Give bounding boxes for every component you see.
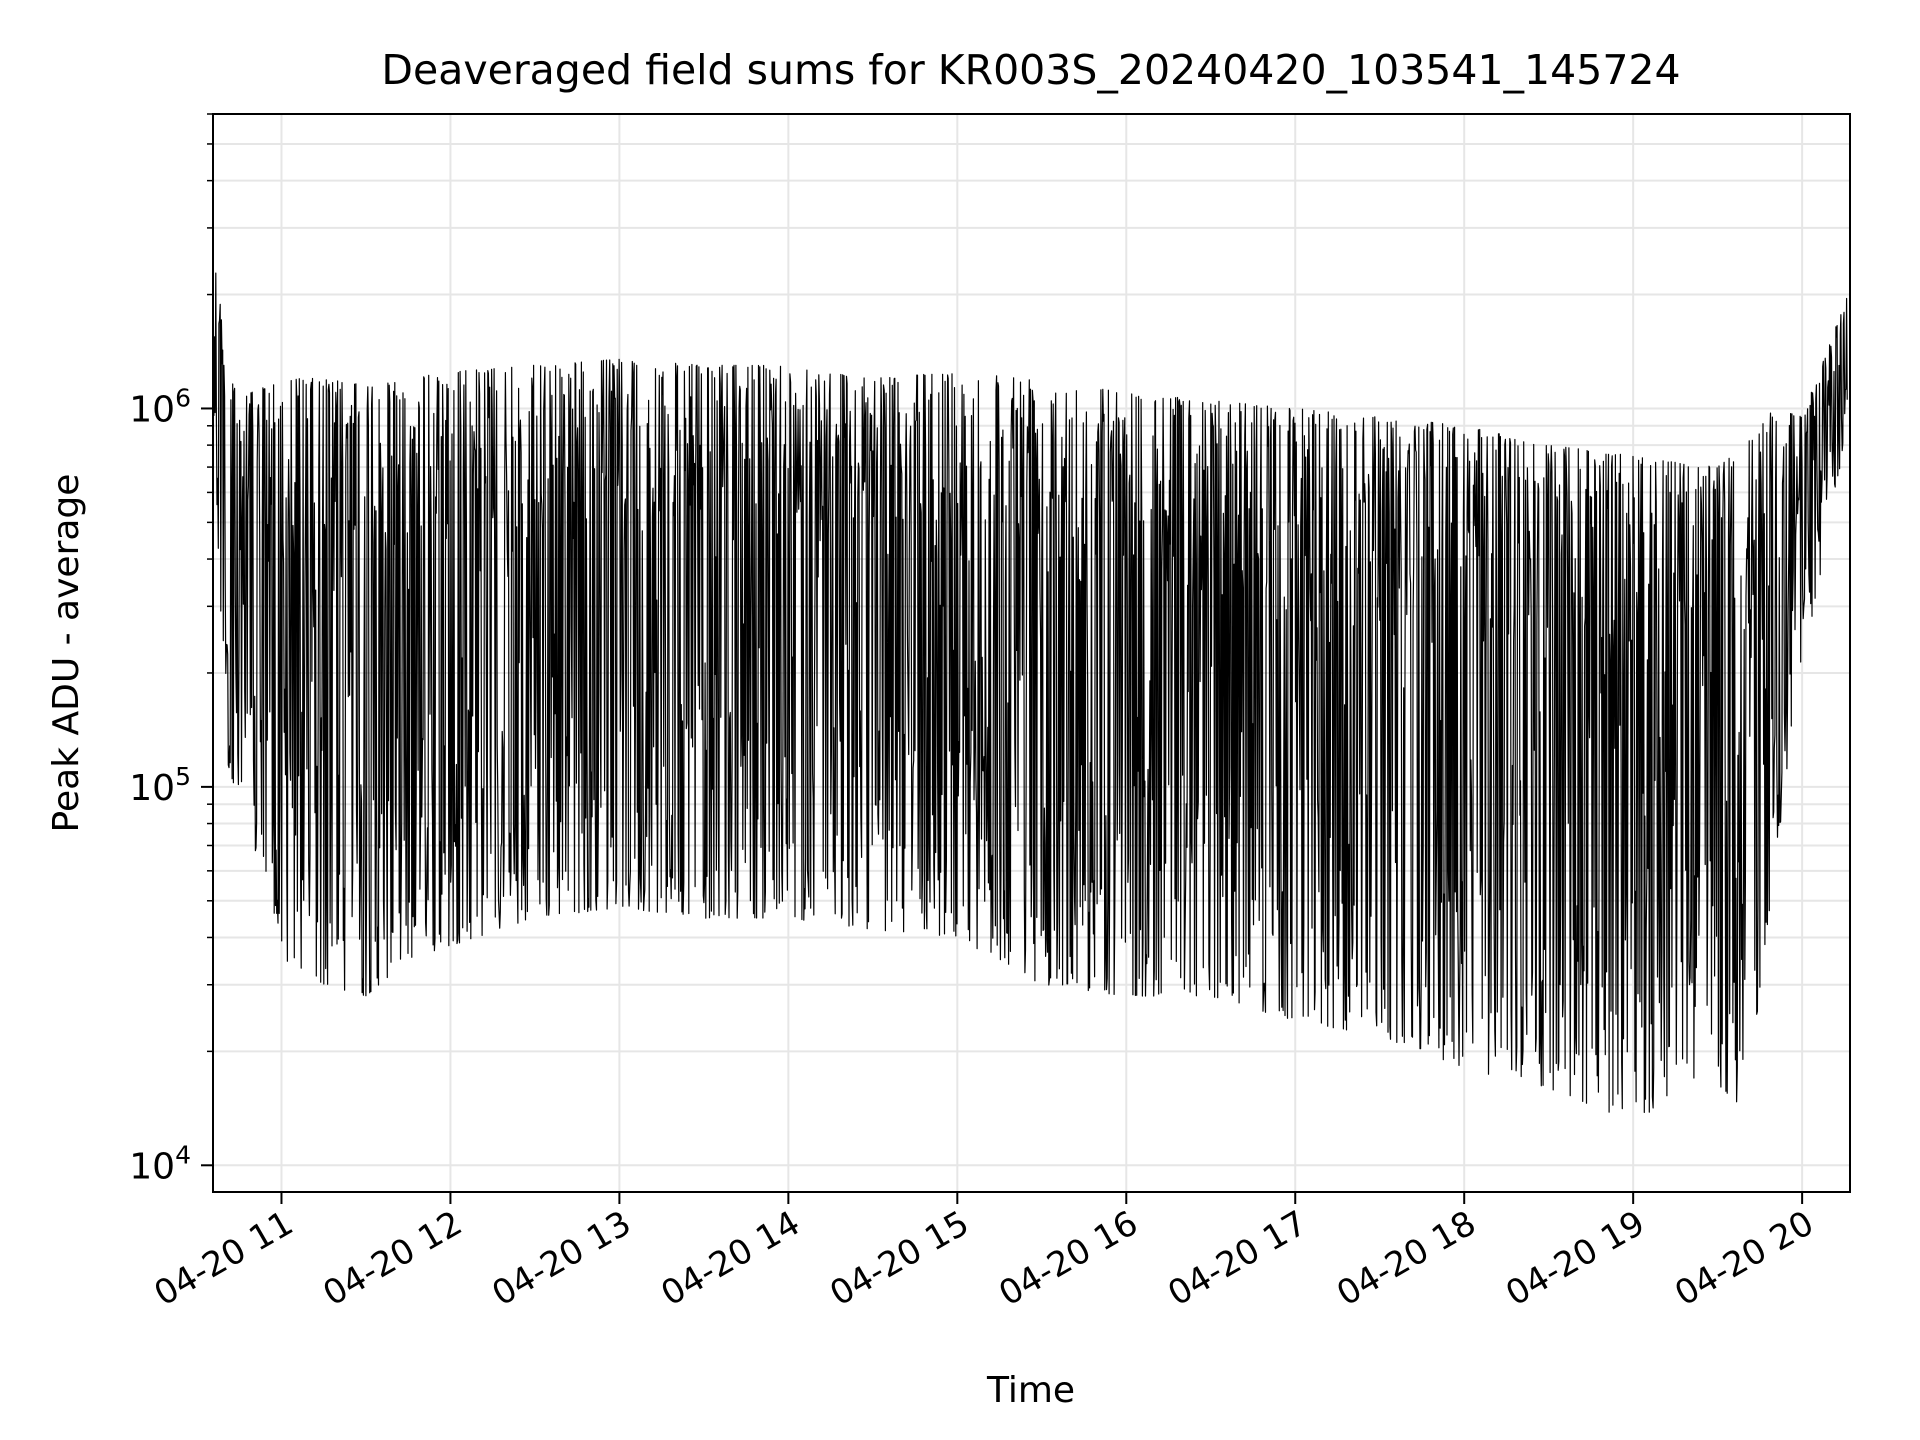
x-tick-label: 04-20 18 bbox=[1330, 1203, 1482, 1314]
y-tick-label: 105 bbox=[129, 762, 191, 809]
series-path bbox=[213, 272, 1848, 1113]
y-tick-base: 10 bbox=[129, 1146, 175, 1187]
chart-title: Deaveraged field sums for KR003S_2024042… bbox=[381, 46, 1680, 94]
x-tick-label: 04-20 19 bbox=[1499, 1203, 1651, 1314]
y-tick-label: 106 bbox=[129, 383, 191, 430]
y-tick-exponent: 5 bbox=[175, 762, 191, 791]
x-tick-label: 04-20 15 bbox=[823, 1203, 975, 1314]
x-tick-label: 04-20 17 bbox=[1161, 1203, 1313, 1314]
y-tick-label: 104 bbox=[129, 1140, 191, 1187]
x-axis: 04-20 11 04-20 12 04-20 13 04-20 14 04-20 15… bbox=[148, 1192, 1821, 1314]
y-axis-label: Peak ADU - average bbox=[46, 474, 87, 833]
x-tick-label: 04-20 16 bbox=[992, 1203, 1144, 1314]
x-tick-label: 04-20 13 bbox=[486, 1203, 638, 1314]
x-axis-label: Time bbox=[986, 1370, 1075, 1411]
y-tick-exponent: 6 bbox=[175, 383, 191, 412]
data-series-line bbox=[213, 272, 1848, 1113]
x-tick-label: 04-20 14 bbox=[654, 1203, 806, 1314]
x-tick-label: 04-20 20 bbox=[1668, 1203, 1820, 1314]
plot-frame bbox=[212, 113, 1851, 1193]
y-tick-base: 10 bbox=[129, 768, 175, 809]
y-tick-base: 10 bbox=[129, 389, 175, 430]
x-tick-label: 04-20 11 bbox=[148, 1203, 300, 1314]
y-tick-exponent: 4 bbox=[175, 1140, 191, 1169]
x-tick-label: 04-20 12 bbox=[317, 1203, 469, 1314]
